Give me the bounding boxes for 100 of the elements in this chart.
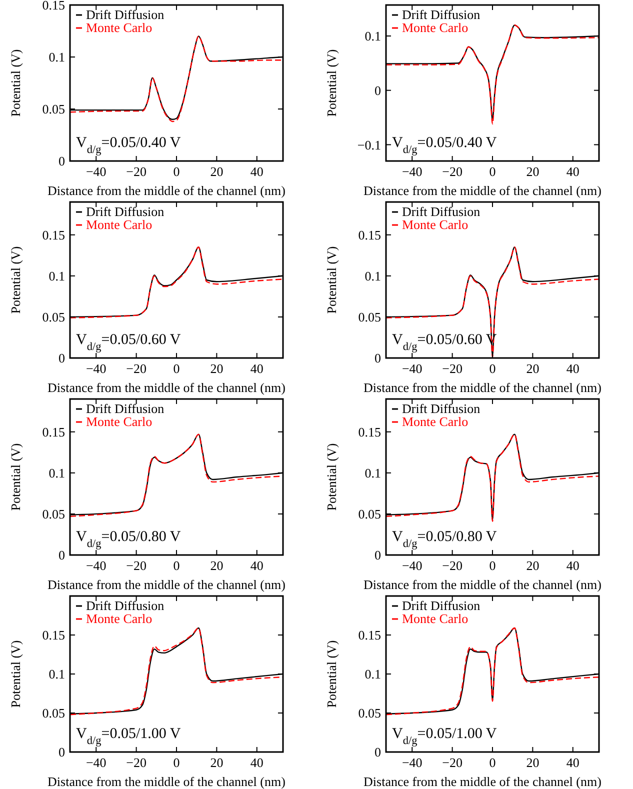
y-tick-label: 0.1 xyxy=(48,465,65,480)
y-axis-title: Potential (V) xyxy=(324,640,339,708)
x-tick-label: 20 xyxy=(210,755,224,770)
y-tick-label: 0.05 xyxy=(358,309,381,324)
y-tick-label: 0.15 xyxy=(358,424,381,440)
x-tick-label: −20 xyxy=(126,755,146,770)
y-axis-title: Potential (V) xyxy=(324,49,339,117)
y-tick-label: 0.05 xyxy=(358,706,381,721)
y-axis-title: Potential (V) xyxy=(324,443,339,511)
x-tick-label: 40 xyxy=(250,164,264,179)
y-tick-label: 0.1 xyxy=(48,268,65,284)
y-tick-label: 0.15 xyxy=(42,628,65,643)
x-tick-label: −20 xyxy=(126,361,146,376)
y-tick-label: 0 xyxy=(58,548,65,563)
legend-label: Monte Carlo xyxy=(86,217,152,232)
x-axis-title: Distance from the middle of the channel (nm) xyxy=(48,380,286,395)
y-tick-label: 0 xyxy=(374,82,381,98)
x-tick-label: −40 xyxy=(86,558,106,573)
x-tick-label: 40 xyxy=(250,755,264,770)
x-tick-label: −20 xyxy=(442,755,462,770)
y-tick-label: 0 xyxy=(58,744,65,760)
y-tick-label: 0.15 xyxy=(42,424,65,440)
x-axis-title: Distance from the middle of the channel (nm) xyxy=(364,774,602,789)
y-axis-title: Potential (V) xyxy=(8,49,23,117)
x-tick-label: −40 xyxy=(402,361,422,376)
x-tick-label: 40 xyxy=(566,361,580,376)
x-tick-label: 20 xyxy=(210,361,224,376)
x-axis-title: Distance from the middle of the channel (nm) xyxy=(364,577,602,592)
y-tick-label: 0.05 xyxy=(358,506,381,522)
y-tick-label: 0.15 xyxy=(358,227,381,242)
y-tick-label: 0.05 xyxy=(42,506,65,522)
y-tick-label: 0 xyxy=(58,154,65,169)
x-tick-label: 20 xyxy=(210,164,224,179)
x-tick-label: 20 xyxy=(526,361,540,376)
legend-label: Drift Diffusion xyxy=(402,7,481,22)
x-tick-label: 40 xyxy=(250,558,264,573)
x-tick-label: 0 xyxy=(489,164,496,179)
y-tick-label: 0.15 xyxy=(42,0,65,13)
x-tick-label: 0 xyxy=(489,558,496,573)
y-tick-label: 0.05 xyxy=(42,309,65,324)
x-tick-label: 0 xyxy=(489,755,496,770)
x-tick-label: 40 xyxy=(250,361,264,376)
x-tick-label: −20 xyxy=(126,164,146,179)
y-tick-label: 0.1 xyxy=(364,28,381,44)
x-axis-title: Distance from the middle of the channel (nm) xyxy=(364,380,602,395)
x-tick-label: 0 xyxy=(173,558,180,573)
x-tick-label: 40 xyxy=(566,755,580,770)
y-tick-label: 0.1 xyxy=(364,465,381,480)
legend-label: Monte Carlo xyxy=(86,611,152,626)
y-axis-title: Potential (V) xyxy=(8,640,23,708)
x-tick-label: −20 xyxy=(442,164,462,179)
y-tick-label: −0.1 xyxy=(357,137,381,152)
x-axis-title: Distance from the middle of the channel (nm) xyxy=(48,577,286,592)
y-tick-label: 0.05 xyxy=(42,706,65,721)
annotation: V$_{d/g}$=0.05/0.40 V xyxy=(392,135,497,156)
annotation: V$_{d/g}$=0.05/0.40 V xyxy=(76,135,181,156)
legend-label: Monte Carlo xyxy=(86,20,152,35)
legend-label: Drift Diffusion xyxy=(86,204,165,219)
x-tick-label: −40 xyxy=(86,164,106,179)
annotation: V$_{d/g}$=0.05/1.00 V xyxy=(76,726,181,747)
annotation: V$_{d/g}$=0.05/0.80 V xyxy=(76,529,181,550)
y-axis-title: Potential (V) xyxy=(8,443,23,511)
annotation: V$_{d/g}$=0.05/0.80 V xyxy=(392,529,497,550)
x-tick-label: 20 xyxy=(526,755,540,770)
x-tick-label: −20 xyxy=(442,558,462,573)
x-tick-label: 40 xyxy=(566,164,580,179)
y-tick-label: 0 xyxy=(58,350,65,366)
x-axis-title: Distance from the middle of the channel (nm) xyxy=(48,774,286,789)
x-tick-label: 0 xyxy=(173,361,180,376)
x-tick-label: −40 xyxy=(402,755,422,770)
x-axis-title: Distance from the middle of the channel (nm) xyxy=(48,183,286,198)
legend-label: Drift Diffusion xyxy=(86,401,165,416)
x-tick-label: 20 xyxy=(526,558,540,573)
x-tick-label: −40 xyxy=(86,755,106,770)
x-axis-title: Distance from the middle of the channel (nm) xyxy=(364,183,602,198)
x-tick-label: −20 xyxy=(126,558,146,573)
legend-label: Drift Diffusion xyxy=(402,598,481,613)
legend-label: Drift Diffusion xyxy=(402,204,481,219)
annotation: V$_{d/g}$=0.05/0.60 V xyxy=(76,332,181,353)
x-tick-label: 40 xyxy=(566,558,580,573)
y-tick-label: 0 xyxy=(374,744,381,760)
y-tick-label: 0 xyxy=(374,548,381,563)
y-axis-title: Potential (V) xyxy=(324,246,339,314)
y-tick-label: 0.15 xyxy=(358,628,381,643)
x-tick-label: −40 xyxy=(86,361,106,376)
x-tick-label: 20 xyxy=(210,558,224,573)
legend-label: Monte Carlo xyxy=(402,20,468,35)
x-tick-label: −40 xyxy=(402,558,422,573)
legend-label: Monte Carlo xyxy=(86,414,152,429)
y-tick-label: 0.1 xyxy=(364,268,381,284)
y-tick-label: 0.1 xyxy=(364,666,381,682)
y-tick-label: 0.1 xyxy=(48,666,65,682)
legend-label: Drift Diffusion xyxy=(86,7,165,22)
x-tick-label: 20 xyxy=(526,164,540,179)
y-tick-label: 0.1 xyxy=(48,50,65,65)
x-tick-label: 0 xyxy=(489,361,496,376)
x-tick-label: −40 xyxy=(402,164,422,179)
legend-label: Drift Diffusion xyxy=(86,598,165,613)
x-tick-label: 0 xyxy=(173,755,180,770)
x-tick-label: −20 xyxy=(442,361,462,376)
